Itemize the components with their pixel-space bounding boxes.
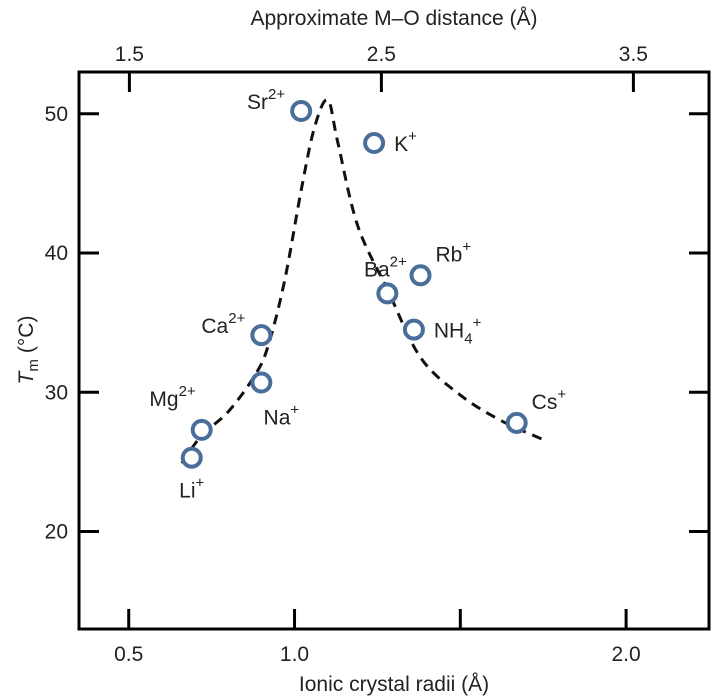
y-axis-title: Tm (°C) [15, 316, 42, 385]
point-label-ion: Cs [532, 391, 558, 414]
point-label-ion: K [394, 133, 408, 156]
point-label: Mg2+ [149, 383, 196, 411]
point-label-ion: Ca [201, 315, 228, 338]
point-label-ion: Na [264, 407, 291, 430]
point-label-ion: Rb [436, 243, 463, 266]
tick-labels-layer: 0.5 1.0 2.0 1.5 2.5 3.5 20 30 40 50 [45, 43, 648, 666]
data-point [363, 132, 386, 155]
point-label-charge: 2+ [228, 310, 245, 327]
data-points-layer [180, 99, 528, 469]
data-point [402, 318, 425, 341]
y-tick-label: 20 [45, 521, 68, 544]
point-label-charge: + [290, 402, 299, 419]
point-labels-layer: Li+Mg2+Na+Ca2+Sr2+K+Ba2+ Rb+NH4+Cs+ [149, 86, 566, 503]
point-label: NH4+ [434, 315, 482, 348]
x-tick-label: 1.0 [280, 643, 309, 666]
point-label-ion: NH [434, 320, 464, 343]
point-label-ion: Li [179, 480, 195, 503]
x-tick-label: 0.5 [114, 643, 143, 666]
point-label-charge: + [196, 475, 205, 492]
y-tick-label: 40 [45, 242, 68, 265]
point-label: K+ [394, 128, 417, 156]
plot-frame [77, 70, 711, 631]
y-tick-label: 30 [45, 381, 68, 404]
point-label-ion: Sr [247, 91, 268, 114]
point-label-charge: + [408, 128, 417, 145]
point-label: Sr2+ [247, 86, 285, 114]
point-label: Li+ [179, 475, 204, 503]
data-point [290, 99, 313, 122]
data-point [250, 324, 273, 347]
point-label: Ba2+ [364, 253, 407, 281]
x-tick-label: 2.0 [612, 643, 641, 666]
data-point [505, 411, 528, 434]
x2-tick-label: 2.5 [367, 43, 396, 66]
point-label-charge: + [462, 238, 471, 255]
point-label-ion: Mg [149, 388, 178, 411]
point-label: Ca2+ [201, 310, 245, 338]
y-tick-label: 50 [45, 103, 68, 126]
y-axis-title-unit: (°C) [15, 316, 38, 354]
x-axis-title: Ionic crystal radii (Å) [299, 673, 489, 696]
point-label-charge: 2+ [390, 253, 407, 270]
point-label-charge: 2+ [268, 86, 285, 103]
trend-curve [180, 98, 544, 465]
point-label-ion: Ba [364, 258, 390, 281]
point-label: Rb+ [436, 238, 472, 266]
data-point [190, 418, 213, 441]
point-label-subscript: 4 [464, 331, 472, 348]
y-axis-title-symbol: T [15, 369, 38, 384]
point-label: Cs+ [532, 386, 567, 414]
point-label-charge: + [473, 315, 482, 332]
data-point [376, 282, 399, 305]
point-label: Na+ [264, 402, 300, 430]
x2-tick-label: 1.5 [115, 43, 144, 66]
data-point [250, 371, 273, 394]
point-label-charge: + [557, 386, 566, 403]
x2-tick-label: 3.5 [619, 43, 648, 66]
data-point [180, 446, 203, 469]
data-point [409, 264, 432, 287]
point-label-charge: 2+ [179, 383, 196, 400]
ticks-layer [79, 72, 709, 629]
x2-axis-title: Approximate M–O distance (Å) [250, 7, 537, 30]
y-axis-title-subscript: m [25, 359, 42, 372]
